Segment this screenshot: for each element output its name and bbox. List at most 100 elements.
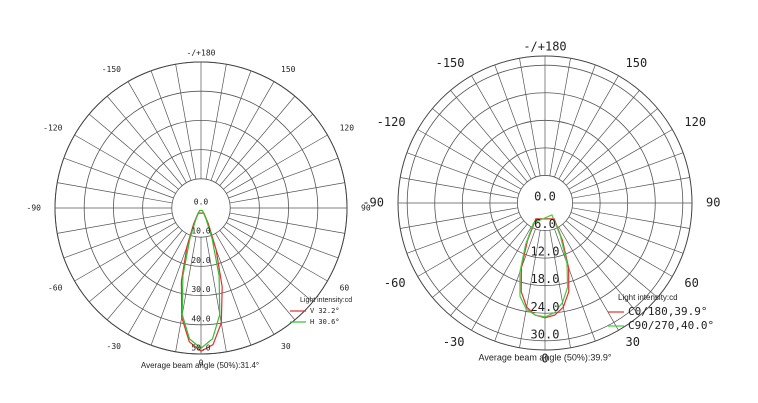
spoke xyxy=(494,228,536,342)
radial-tick-label: 18.0 xyxy=(531,272,560,286)
angle-tick-label: 0 xyxy=(541,352,548,366)
spoke xyxy=(519,230,541,348)
angle-tick-label: 60 xyxy=(340,284,350,293)
caption: Average beam angle (50%):31.4° xyxy=(141,361,259,370)
spoke xyxy=(471,226,532,331)
angle-tick-label: -90 xyxy=(27,204,42,213)
legend-label: C0/180,39.9° xyxy=(628,305,707,318)
lobe xyxy=(181,209,221,349)
spoke xyxy=(210,235,252,346)
spoke xyxy=(417,216,522,277)
spoke xyxy=(570,152,684,194)
spoke xyxy=(226,222,328,282)
legend-title: Light intensity:cd xyxy=(618,293,678,302)
spoke xyxy=(106,230,183,321)
spoke xyxy=(219,230,296,321)
spoke xyxy=(450,223,528,316)
spoke xyxy=(568,129,673,190)
angle-tick-label: -150 xyxy=(102,65,121,74)
spoke xyxy=(63,157,174,199)
angle-tick-label: 30 xyxy=(281,342,291,351)
lobe xyxy=(180,212,223,352)
spoke xyxy=(127,233,187,335)
spoke xyxy=(210,70,252,181)
spoke xyxy=(74,134,176,194)
radial-tick-label: 40.0 xyxy=(191,314,210,323)
spoke xyxy=(558,75,619,180)
spoke xyxy=(127,81,187,183)
angle-tick-label: 60 xyxy=(684,276,698,290)
angle-tick-label: -30 xyxy=(107,342,122,351)
angle-tick-label: -60 xyxy=(384,276,406,290)
spoke xyxy=(562,90,640,183)
spoke xyxy=(150,70,192,181)
spoke xyxy=(88,226,179,303)
spoke xyxy=(74,222,176,282)
radial-tick-label: 50.0 xyxy=(191,344,210,353)
spoke xyxy=(406,152,520,194)
spoke xyxy=(228,157,339,199)
angle-tick-label: 120 xyxy=(684,115,706,129)
spoke xyxy=(226,134,328,194)
legend-title: Light intensity:cd xyxy=(300,297,352,304)
spoke xyxy=(562,223,640,316)
spoke xyxy=(572,207,690,229)
spoke xyxy=(150,235,192,346)
spoke xyxy=(549,230,571,348)
spoke xyxy=(432,108,525,186)
angle-tick-label: 90 xyxy=(706,196,720,210)
spoke xyxy=(400,177,518,199)
spoke xyxy=(471,75,532,180)
spoke xyxy=(565,108,658,186)
angle-tick-label: 0 xyxy=(199,359,204,368)
spoke xyxy=(88,113,179,190)
lobe xyxy=(520,218,570,319)
angle-tick-label: 120 xyxy=(340,124,355,133)
spoke xyxy=(57,182,173,204)
radial-tick-label: 20.0 xyxy=(191,256,210,265)
legend-label: H 30.6° xyxy=(310,318,340,326)
radial-tick-label: 24.0 xyxy=(531,300,560,314)
spoke xyxy=(215,81,275,183)
spoke xyxy=(570,212,684,254)
spoke xyxy=(572,177,690,199)
spoke xyxy=(223,113,314,190)
spoke xyxy=(229,182,345,204)
lobe xyxy=(519,214,569,318)
spoke xyxy=(228,217,339,259)
spoke xyxy=(554,228,596,342)
angle-tick-label: -120 xyxy=(43,124,62,133)
angle-tick-label: -/+180 xyxy=(187,49,216,58)
angle-tick-label: -60 xyxy=(48,284,63,293)
spoke xyxy=(205,64,227,180)
legend-label: V 32.2° xyxy=(310,307,340,315)
radial-tick-label: 12.0 xyxy=(531,245,560,259)
spoke xyxy=(558,226,619,331)
angle-tick-label: -90 xyxy=(362,196,384,210)
radial-tick-label: 30.0 xyxy=(531,327,560,341)
angle-tick-label: -30 xyxy=(443,335,465,349)
spoke xyxy=(400,207,518,229)
radial-tick-label: 0.0 xyxy=(194,198,209,207)
spoke xyxy=(205,236,227,352)
spoke xyxy=(406,212,520,254)
radial-tick-label: 6.0 xyxy=(534,217,556,231)
legend-label: C90/270,40.0° xyxy=(628,319,714,332)
angle-tick-label: -150 xyxy=(436,56,465,70)
caption: Average beam angle (50%):39.9° xyxy=(478,352,611,362)
angle-tick-label: 30 xyxy=(626,335,640,349)
spoke xyxy=(63,217,174,259)
spoke xyxy=(549,58,571,176)
spoke xyxy=(568,216,673,277)
radial-tick-label: 0.0 xyxy=(534,190,556,204)
radial-tick-label: 30.0 xyxy=(191,285,210,294)
angle-tick-label: -/+180 xyxy=(523,40,566,54)
angle-tick-label: 90 xyxy=(361,204,371,213)
spoke xyxy=(175,64,197,180)
radial-tick-label: 10.0 xyxy=(191,227,210,236)
spoke xyxy=(215,233,275,335)
spoke xyxy=(494,64,536,178)
spoke xyxy=(450,90,528,183)
angle-tick-label: -120 xyxy=(377,115,406,129)
